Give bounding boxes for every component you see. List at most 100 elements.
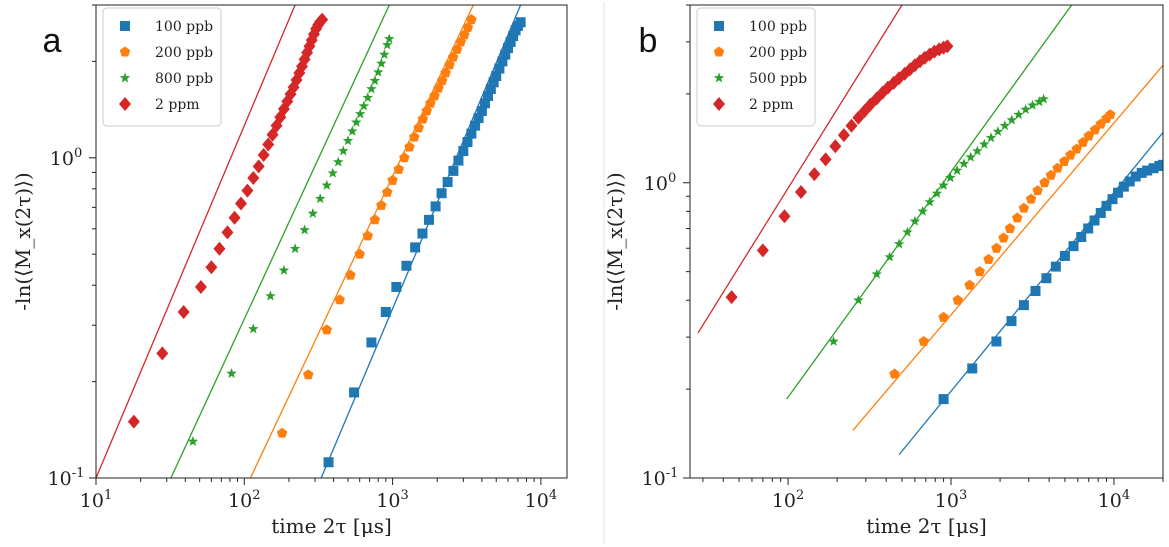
data-point-200-ppb: [1039, 177, 1050, 188]
data-point-200-ppb: [387, 174, 398, 185]
data-point-500-ppb: [979, 138, 990, 149]
legend-marker: [119, 97, 131, 111]
data-point-200-ppb: [1012, 212, 1023, 223]
axes-frame: [689, 4, 1164, 479]
panel-letter: b: [639, 22, 658, 60]
data-point-800-ppb: [362, 92, 373, 103]
data-point-800-ppb: [307, 207, 319, 218]
data-point-200-ppb: [462, 22, 474, 33]
data-point-100-ppb: [1068, 241, 1079, 252]
legend-label: 800 ppb: [155, 71, 213, 87]
data-point-200-ppb: [1018, 202, 1030, 213]
legend: 100 ppb 200 ppb 500 ppb 2 ppm: [696, 7, 816, 127]
data-point-100-ppb: [476, 105, 487, 116]
data-point-200-ppb: [1052, 162, 1063, 173]
data-point-2-ppm: [725, 290, 738, 305]
data-point-200-ppb: [369, 214, 381, 225]
data-point-2-ppm: [234, 196, 247, 211]
legend-marker: [713, 72, 725, 83]
series-100-ppb: [323, 17, 526, 468]
series-2-ppm: [127, 12, 329, 429]
data-point-500-ppb: [871, 268, 882, 279]
data-point-500-ppb: [1027, 99, 1038, 110]
data-point-100-ppb: [497, 56, 508, 67]
data-point-100-ppb: [1095, 207, 1106, 218]
data-point-500-ppb: [1020, 104, 1031, 114]
data-point-100-ppb: [453, 155, 464, 166]
data-point-2-ppm: [156, 346, 169, 361]
data-point-200-ppb: [1032, 185, 1043, 196]
panel-letter: a: [43, 22, 62, 60]
legend-marker: [119, 72, 131, 83]
plot-area-b: [697, 5, 1163, 456]
data-point-500-ppb: [893, 238, 905, 249]
legend-marker: [713, 46, 725, 57]
x-axis-label: time 2τ [μs]: [271, 514, 392, 538]
data-point-200-ppb: [421, 105, 432, 116]
data-point-800-ppb: [338, 145, 349, 156]
data-point-200-ppb: [436, 75, 448, 86]
data-point-200-ppb: [991, 242, 1002, 253]
data-point-800-ppb: [333, 156, 344, 167]
data-point-200-ppb: [918, 335, 929, 346]
data-point-100-ppb: [502, 43, 513, 54]
data-point-200-ppb: [1071, 143, 1082, 154]
data-point-100-ppb: [1107, 194, 1118, 205]
data-point-800-ppb: [327, 167, 338, 178]
data-point-100-ppb: [466, 128, 477, 139]
series-2-ppm: [725, 39, 954, 305]
data-point-100-ppb: [442, 177, 453, 188]
data-point-2-ppm: [252, 159, 265, 174]
legend-marker: [119, 46, 131, 57]
legend-label: 200 ppb: [749, 45, 807, 61]
data-point-200-ppb: [393, 163, 404, 174]
legend-box: [696, 7, 816, 127]
data-point-800-ppb: [381, 39, 393, 50]
data-point-200-ppb: [1025, 193, 1037, 204]
data-point-200-ppb: [1045, 169, 1057, 180]
data-point-2-ppm: [307, 27, 320, 42]
legend-box: [102, 7, 222, 127]
legend-label: 500 ppb: [749, 71, 807, 87]
data-point-100-ppb: [500, 49, 511, 60]
data-point-800-ppb: [347, 125, 358, 136]
data-point-100-ppb: [1041, 273, 1052, 284]
data-point-200-ppb: [417, 113, 429, 124]
data-point-2-ppm: [127, 414, 140, 429]
data-point-100-ppb: [505, 36, 516, 47]
data-point-500-ppb: [902, 226, 913, 237]
data-point-800-ppb: [366, 83, 377, 94]
data-point-200-ppb: [303, 369, 314, 380]
x-axis-label: time 2τ [μs]: [866, 514, 987, 538]
data-point-200-ppb: [447, 51, 459, 62]
data-point-2-ppm: [794, 185, 807, 200]
data-point-200-ppb: [376, 199, 387, 210]
data-point-500-ppb: [958, 158, 970, 169]
data-point-200-ppb: [1004, 222, 1016, 233]
data-point-2-ppm: [941, 39, 954, 54]
y-axis-label: -ln(⟨M_x(2τ)⟩): [11, 172, 35, 310]
data-point-2-ppm: [221, 225, 234, 240]
data-point-800-ppb: [187, 436, 199, 446]
data-point-100-ppb: [1059, 250, 1070, 261]
data-point-2-ppm: [808, 167, 821, 182]
x-tick-label: 104: [525, 488, 557, 512]
fit-line-2-ppm: [697, 5, 903, 334]
data-point-500-ppb: [945, 172, 956, 183]
data-point-800-ppb: [226, 368, 237, 378]
data-point-200-ppb: [404, 141, 415, 152]
data-point-100-ppb: [401, 260, 412, 271]
data-point-500-ppb: [917, 205, 928, 216]
data-point-100-ppb: [1142, 165, 1153, 176]
data-point-100-ppb: [1113, 187, 1124, 198]
data-point-500-ppb: [951, 165, 963, 175]
data-point-100-ppb: [991, 336, 1002, 347]
data-point-200-ppb: [889, 368, 900, 379]
data-point-2-ppm: [845, 118, 858, 133]
data-point-100-ppb: [366, 337, 377, 348]
data-point-100-ppb: [473, 113, 484, 124]
x-tick-label: 103: [376, 488, 408, 512]
data-point-100-ppb: [491, 71, 502, 82]
data-point-100-ppb: [1050, 261, 1061, 272]
data-point-100-ppb: [494, 63, 505, 74]
